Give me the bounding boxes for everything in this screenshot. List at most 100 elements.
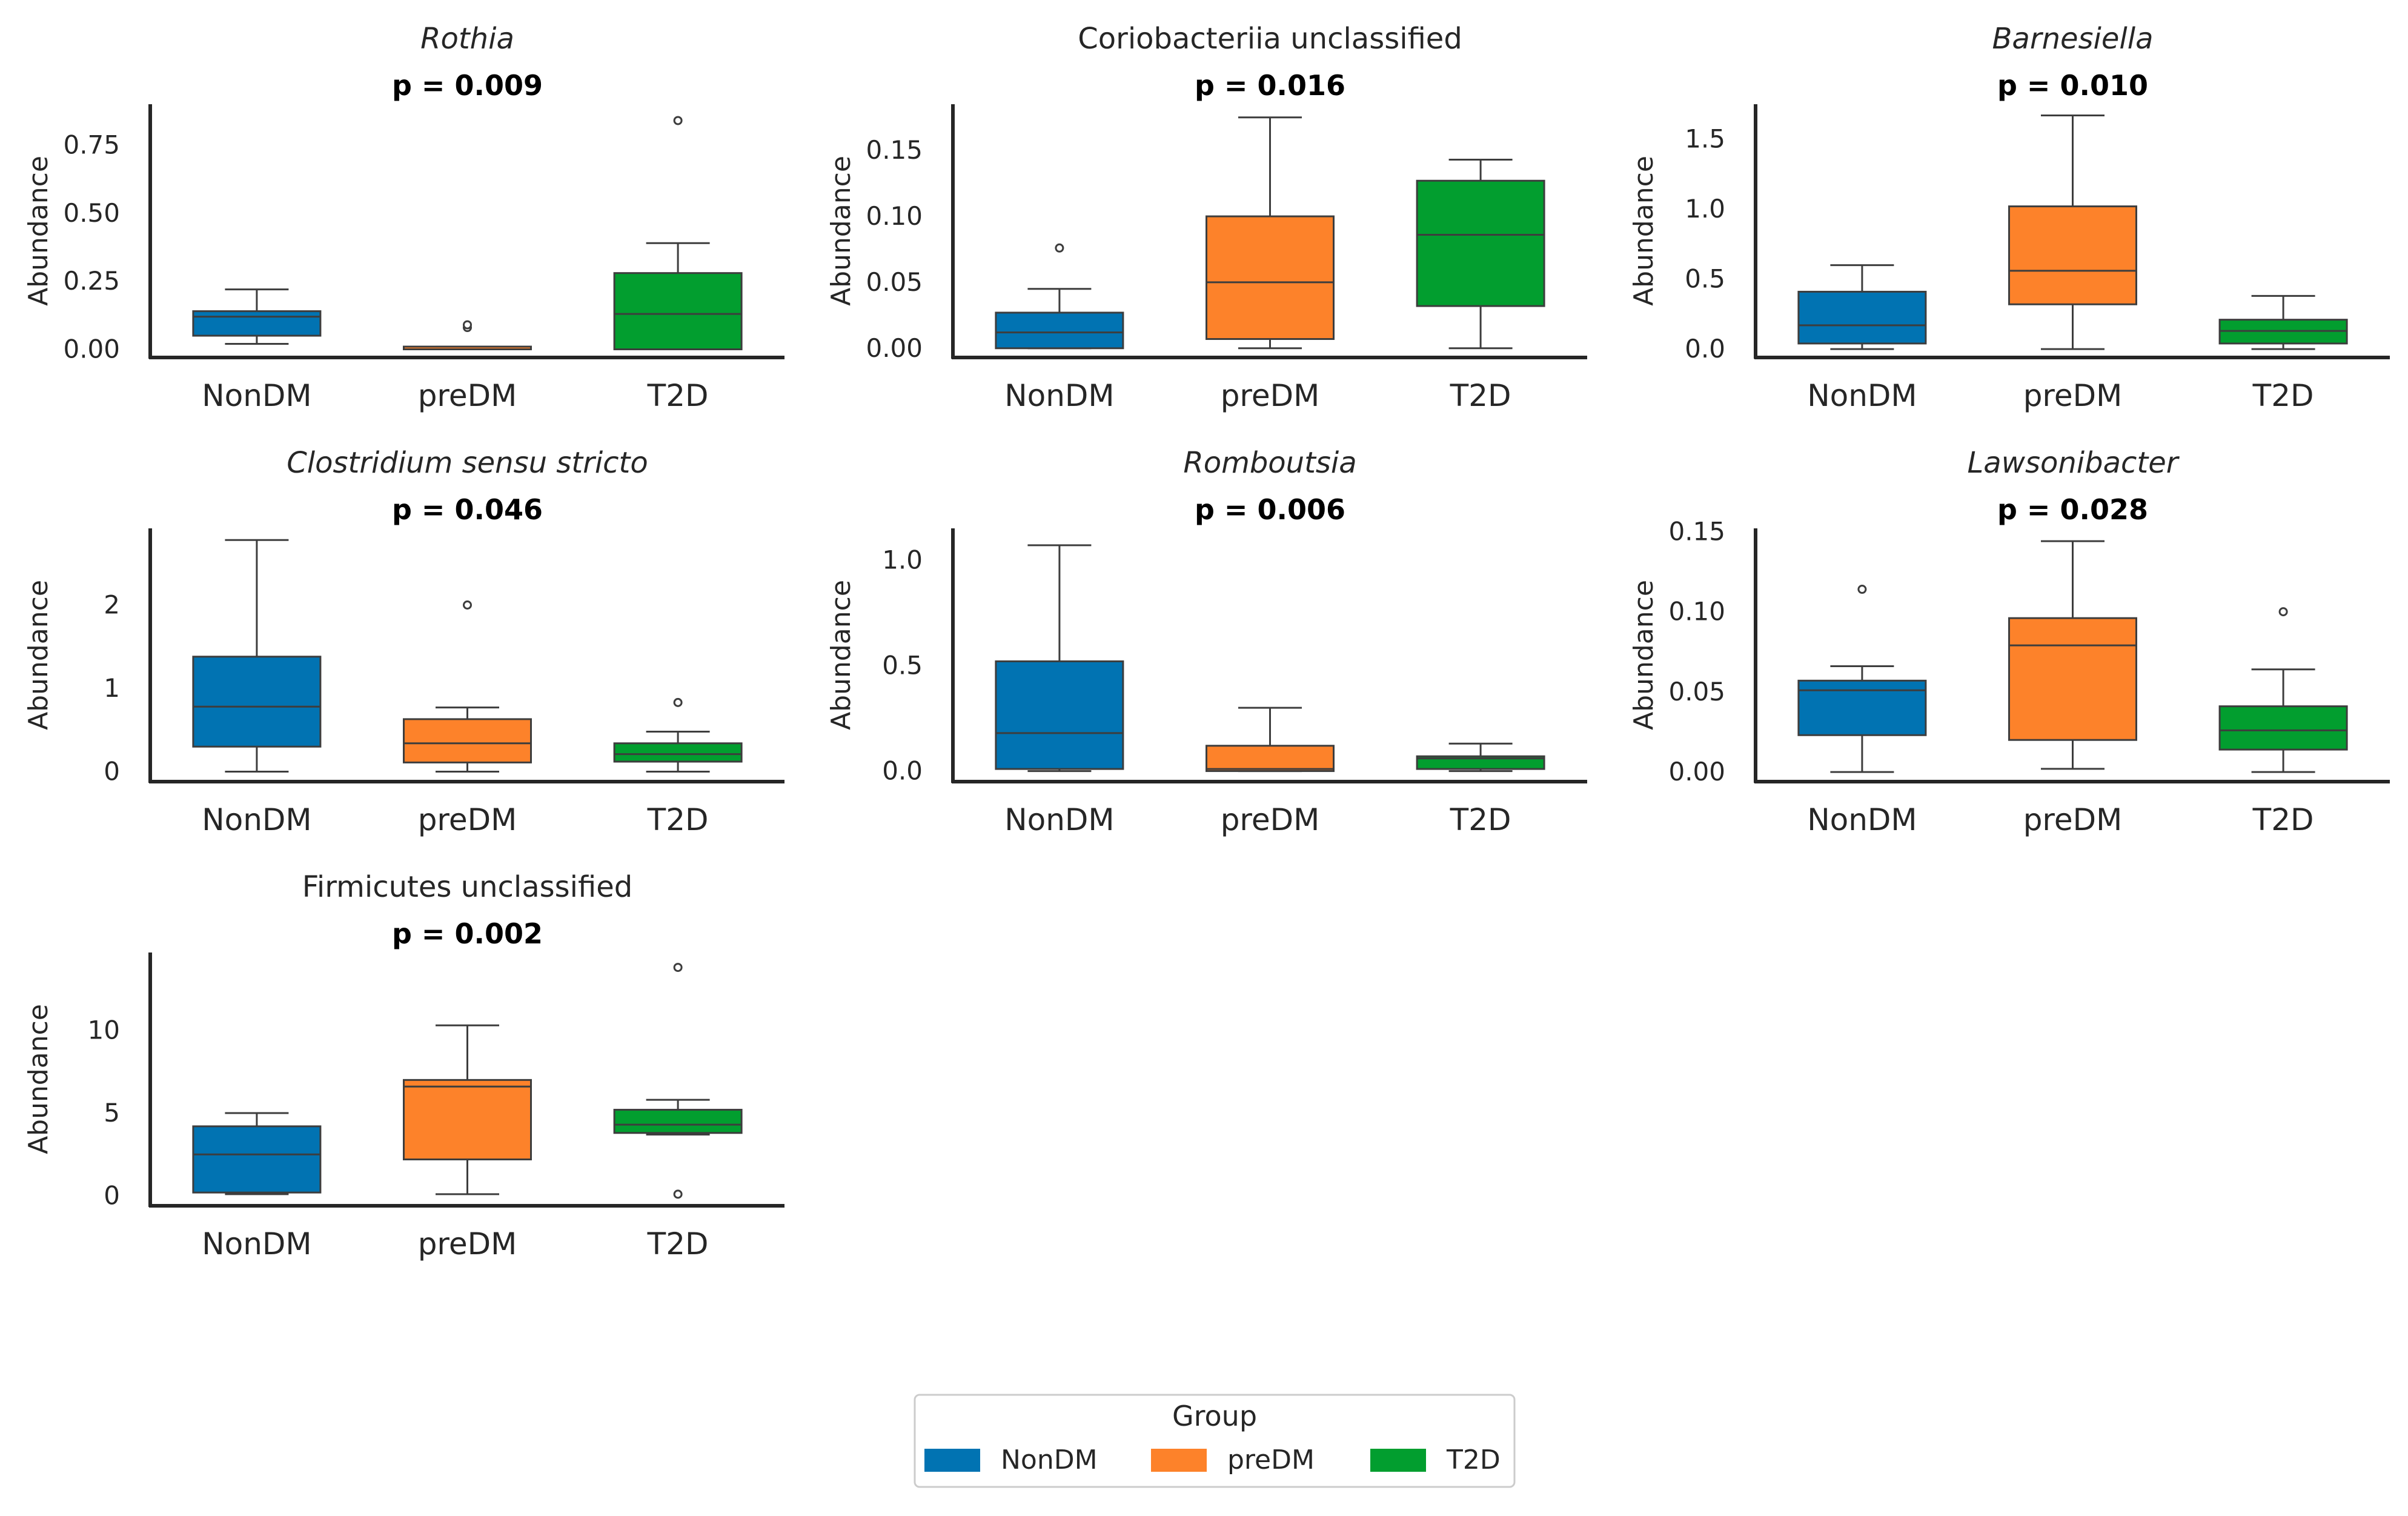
- box-predm: [2008, 540, 2137, 770]
- box-t2d: [613, 963, 743, 1199]
- x-tick-label: NonDM: [1004, 802, 1114, 837]
- p-value: p = 0.046: [392, 493, 543, 526]
- box-iqr: [1797, 290, 1927, 345]
- x-tick-label: preDM: [2023, 378, 2123, 413]
- panel-title: Romboutsia: [1183, 446, 1356, 480]
- outlier-point: [673, 963, 683, 972]
- x-tick-label: T2D: [647, 802, 709, 837]
- x-tick-label: T2D: [647, 1226, 709, 1262]
- panel-7: Firmicutes unclassified p = 0.002 Abundanc…: [23, 870, 784, 1262]
- box-predm: [1206, 116, 1335, 350]
- legend-label-nondm: NonDM: [1001, 1445, 1098, 1475]
- x-tick-label: preDM: [418, 802, 517, 837]
- y-tick-label: 0.05: [866, 267, 923, 297]
- box-nondm: [995, 243, 1124, 350]
- legend-frame: [914, 1394, 1516, 1488]
- panel-title: Rothia: [420, 22, 514, 56]
- legend-title: Group: [1172, 1400, 1257, 1432]
- x-tick-label: T2D: [2252, 378, 2314, 413]
- p-value: p = 0.016: [1195, 69, 1345, 102]
- box-iqr: [1797, 679, 1927, 736]
- box-nondm: [192, 539, 322, 773]
- box-iqr: [613, 272, 743, 351]
- y-axis-label: Abundance: [23, 1004, 54, 1154]
- box-iqr: [192, 656, 322, 748]
- p-value: p = 0.010: [1997, 69, 2148, 102]
- y-tick-label: 5: [104, 1098, 120, 1128]
- y-axis-label: Abundance: [826, 156, 857, 306]
- legend-label-predm: preDM: [1227, 1445, 1315, 1475]
- p-value: p = 0.009: [392, 69, 543, 102]
- box-iqr: [1416, 755, 1545, 770]
- box-predm: [403, 600, 532, 773]
- box-t2d: [2218, 294, 2348, 350]
- box-iqr: [1206, 745, 1335, 773]
- y-tick-label: 0.15: [866, 135, 923, 165]
- panel-6: Lawsonibacter p = 0.028 Abundance 0.00 0.05 0…: [1628, 446, 2390, 837]
- box-t2d: [1416, 742, 1545, 773]
- outlier-point: [1857, 585, 1867, 594]
- y-tick-label: 10: [88, 1015, 120, 1045]
- box-iqr: [613, 1109, 743, 1134]
- y-axis-label: Abundance: [23, 580, 54, 730]
- box-iqr: [2008, 617, 2137, 741]
- box-predm: [403, 1024, 532, 1195]
- box-iqr: [1206, 215, 1335, 341]
- y-axis-label: Abundance: [1628, 580, 1659, 730]
- box-predm: [2008, 114, 2137, 350]
- legend-swatch-predm: [1151, 1449, 1207, 1472]
- y-tick-label: 0.25: [63, 266, 120, 296]
- box-t2d: [1416, 158, 1545, 350]
- box-predm: [1206, 706, 1335, 773]
- box-nondm: [192, 1112, 322, 1195]
- panel-title: Barnesiella: [1992, 22, 2154, 56]
- y-axis-label: Abundance: [1628, 156, 1659, 306]
- y-tick-label: 0.5: [882, 650, 923, 680]
- y-tick-label: 0.10: [1668, 597, 1725, 627]
- box-iqr: [2218, 705, 2348, 751]
- outlier-point: [2278, 607, 2288, 617]
- box-iqr: [613, 742, 743, 763]
- panel-title: Coriobacteriia unclassified: [1078, 22, 1462, 56]
- y-tick-label: 2: [104, 590, 120, 620]
- x-tick-label: NonDM: [1004, 378, 1114, 413]
- y-tick-label: 0.0: [1685, 334, 1725, 364]
- p-value: p = 0.006: [1195, 493, 1345, 526]
- legend: Group NonDM preDM T2D: [914, 1394, 1516, 1488]
- panel-3: Barnesiella p = 0.010 Abundance 0.0 0.5 1.0 1.…: [1628, 22, 2390, 413]
- x-tick-label: preDM: [1221, 802, 1320, 837]
- legend-swatch-t2d: [1370, 1449, 1426, 1472]
- y-tick-label: 1: [104, 673, 120, 703]
- box-nondm: [1797, 585, 1927, 773]
- box-iqr: [192, 310, 322, 337]
- x-tick-label: NonDM: [202, 378, 311, 413]
- outlier-point: [463, 320, 472, 330]
- x-tick-label: NonDM: [202, 802, 311, 837]
- y-tick-label: 1.0: [1685, 194, 1725, 224]
- y-axis-label: Abundance: [23, 156, 54, 306]
- box-nondm: [192, 288, 322, 345]
- y-tick-label: 1.0: [882, 545, 923, 574]
- box-t2d: [2218, 607, 2348, 773]
- box-iqr: [995, 660, 1124, 770]
- panel-1: Rothia p = 0.009 Abundance 0.00 0.25 0.50 0.75…: [23, 22, 784, 413]
- y-tick-label: 0.00: [63, 334, 120, 364]
- box-iqr: [192, 1125, 322, 1194]
- y-tick-label: 0.15: [1668, 516, 1725, 546]
- box-iqr: [995, 311, 1124, 350]
- x-tick-label: preDM: [418, 378, 517, 413]
- y-axis-label: Abundance: [826, 580, 857, 730]
- y-tick-label: 0.75: [63, 130, 120, 159]
- outlier-point: [673, 1189, 683, 1199]
- box-iqr: [403, 1079, 532, 1161]
- legend-swatch-nondm: [924, 1449, 980, 1472]
- box-nondm: [995, 544, 1124, 773]
- box-iqr: [403, 718, 532, 763]
- x-tick-label: NonDM: [202, 1226, 311, 1262]
- x-tick-label: preDM: [2023, 802, 2123, 837]
- outlier-point: [673, 697, 683, 707]
- panel-4: Clostridium sensu stricto p = 0.046 Abunda…: [23, 446, 784, 837]
